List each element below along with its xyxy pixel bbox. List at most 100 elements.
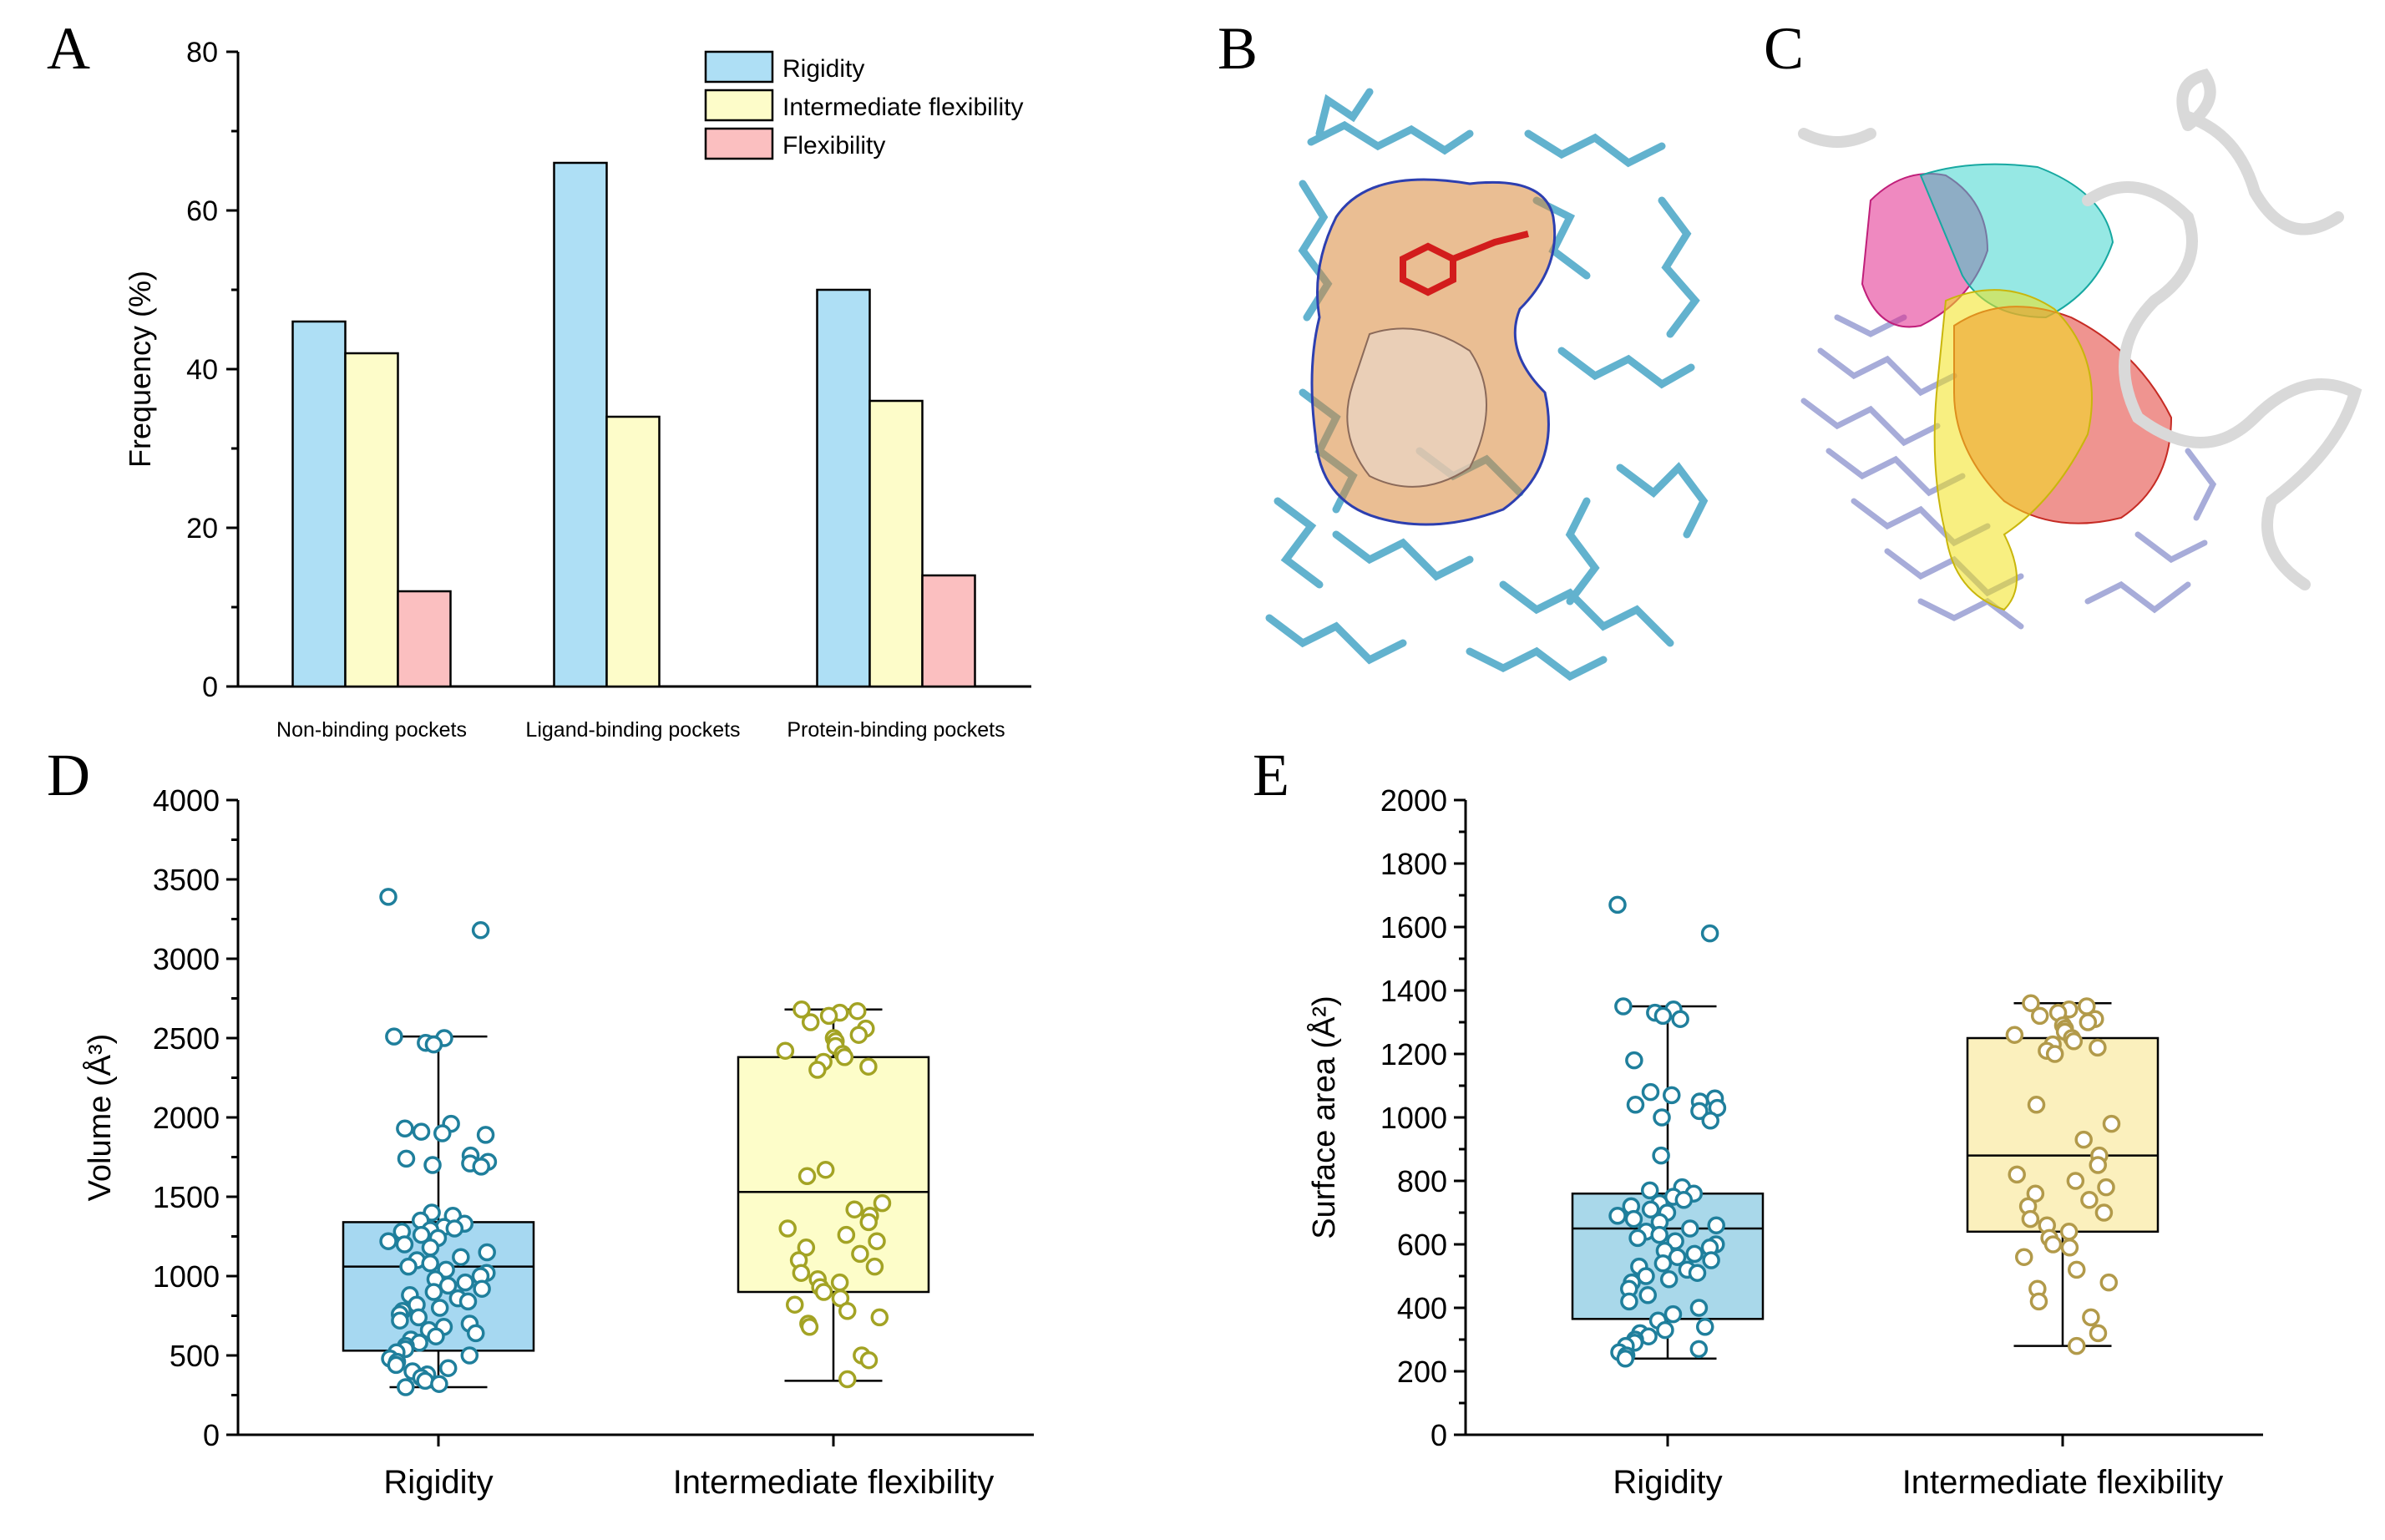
- data-point: [399, 1257, 418, 1276]
- chart-d-y-label: Volume (Å³): [81, 1034, 118, 1202]
- data-point: [2082, 1308, 2100, 1327]
- data-point: [421, 1254, 439, 1273]
- data-point: [1640, 1181, 1659, 1200]
- y-tick-label: 4000: [153, 783, 220, 818]
- data-point: [1668, 1248, 1687, 1266]
- data-point: [2089, 1156, 2107, 1174]
- data-point: [445, 1219, 464, 1238]
- data-point: [797, 1239, 816, 1257]
- data-point: [1700, 924, 1719, 943]
- data-point: [1653, 1108, 1671, 1127]
- pocket-mesh-inner: [1346, 327, 1487, 488]
- data-point: [2097, 1178, 2115, 1197]
- data-point: [1701, 1112, 1719, 1130]
- data-point: [430, 1375, 448, 1393]
- chart-a-bars: [291, 161, 976, 688]
- bar-rigidity: [553, 161, 608, 688]
- y-tick-label: 3000: [153, 942, 220, 976]
- data-point: [2045, 1045, 2064, 1063]
- x-tick-label: Intermediate flexibility: [673, 1464, 995, 1501]
- data-point: [2094, 1203, 2114, 1222]
- x-tick-label: Rigidity: [383, 1464, 493, 1501]
- bar-intermediate-flexibility: [868, 399, 924, 688]
- data-point: [873, 1193, 892, 1213]
- data-point: [1620, 1292, 1638, 1311]
- data-point: [2043, 1235, 2063, 1254]
- data-point: [1626, 1096, 1645, 1114]
- panel-label-d: D: [47, 742, 90, 808]
- y-tick-label: 0: [1430, 1418, 1447, 1452]
- data-point: [865, 1257, 884, 1276]
- molecular-image-b: [1265, 88, 1709, 681]
- data-point: [433, 1124, 452, 1142]
- chart-e-y-ticks: 0 200 400 600 800 1000 1200 1400 1600 1800 2000: [1380, 783, 1466, 1452]
- chart-a-x-tick-labels: Non-binding pockets Ligand-binding pocket…: [276, 718, 1005, 742]
- data-point: [2089, 1324, 2108, 1343]
- chart-d-x-tick-labels: Rigidity Intermediate flexibility: [383, 1435, 994, 1501]
- yellow-pocket: [1933, 289, 2093, 611]
- data-point: [379, 1232, 398, 1250]
- data-point: [1663, 1086, 1681, 1105]
- y-tick-label: 1200: [1380, 1037, 1447, 1071]
- x-tick-label: Intermediate flexibility: [1902, 1464, 2224, 1501]
- box-iqr: [1966, 1036, 2160, 1234]
- data-point: [473, 1279, 491, 1298]
- data-point: [1656, 1320, 1674, 1340]
- y-tick-label: 1400: [1380, 974, 1447, 1008]
- data-point: [421, 1239, 440, 1257]
- y-tick-label: 2000: [153, 1101, 220, 1135]
- data-point: [851, 1244, 869, 1264]
- data-point: [1625, 1051, 1643, 1070]
- data-point: [1653, 1254, 1673, 1273]
- protein-ribbon: [1798, 68, 2362, 590]
- x-tick-label: Rigidity: [1613, 1464, 1722, 1501]
- data-point: [1614, 997, 1633, 1016]
- data-point: [859, 1213, 878, 1232]
- y-tick-label: 1600: [1380, 910, 1447, 945]
- y-tick-label: 2500: [153, 1021, 220, 1056]
- data-point: [412, 1225, 431, 1244]
- data-point: [1637, 1267, 1655, 1285]
- legend-swatch-flexibility: [704, 127, 774, 160]
- data-point: [452, 1248, 470, 1266]
- data-point: [1681, 1219, 1699, 1238]
- panel-label-a: A: [47, 15, 90, 82]
- data-point: [2074, 1130, 2093, 1149]
- data-point: [2030, 1006, 2049, 1026]
- data-point: [423, 1156, 442, 1174]
- chart-a-y-tick-label: 0: [202, 671, 218, 703]
- data-point: [456, 1273, 474, 1292]
- data-point: [2022, 994, 2040, 1012]
- chart-a-y-tick-label: 80: [186, 37, 218, 68]
- data-point: [838, 1370, 857, 1389]
- data-point: [396, 1119, 414, 1138]
- data-point: [2066, 1172, 2085, 1190]
- chart-e-y-label: Surface area (Å²): [1305, 995, 1342, 1239]
- chart-e-boxes: [1571, 895, 2160, 1368]
- data-point: [478, 1243, 496, 1262]
- data-point: [1616, 1350, 1635, 1368]
- y-tick-label: 1800: [1380, 847, 1447, 881]
- data-point: [1689, 1340, 1709, 1359]
- data-point: [837, 1225, 856, 1244]
- data-point: [1650, 1225, 1668, 1244]
- data-point: [870, 1308, 889, 1327]
- bar-intermediate-flexibility: [605, 415, 661, 688]
- data-point: [391, 1311, 409, 1330]
- data-point: [1690, 1102, 1709, 1121]
- legend-label-rigidity: Rigidity: [782, 55, 864, 83]
- data-point: [1659, 1270, 1679, 1289]
- y-tick-label: 600: [1397, 1228, 1447, 1262]
- molecular-image-c: [1798, 68, 2362, 630]
- data-point: [859, 1350, 879, 1370]
- data-point: [2021, 1209, 2040, 1228]
- data-point: [819, 1006, 838, 1026]
- data-point: [1695, 1318, 1714, 1336]
- data-point: [412, 1122, 431, 1141]
- y-tick-label: 1500: [153, 1180, 220, 1214]
- data-point: [1641, 1082, 1660, 1102]
- data-point: [848, 1001, 867, 1021]
- y-tick-label: 1000: [153, 1259, 220, 1294]
- data-point: [1608, 895, 1627, 914]
